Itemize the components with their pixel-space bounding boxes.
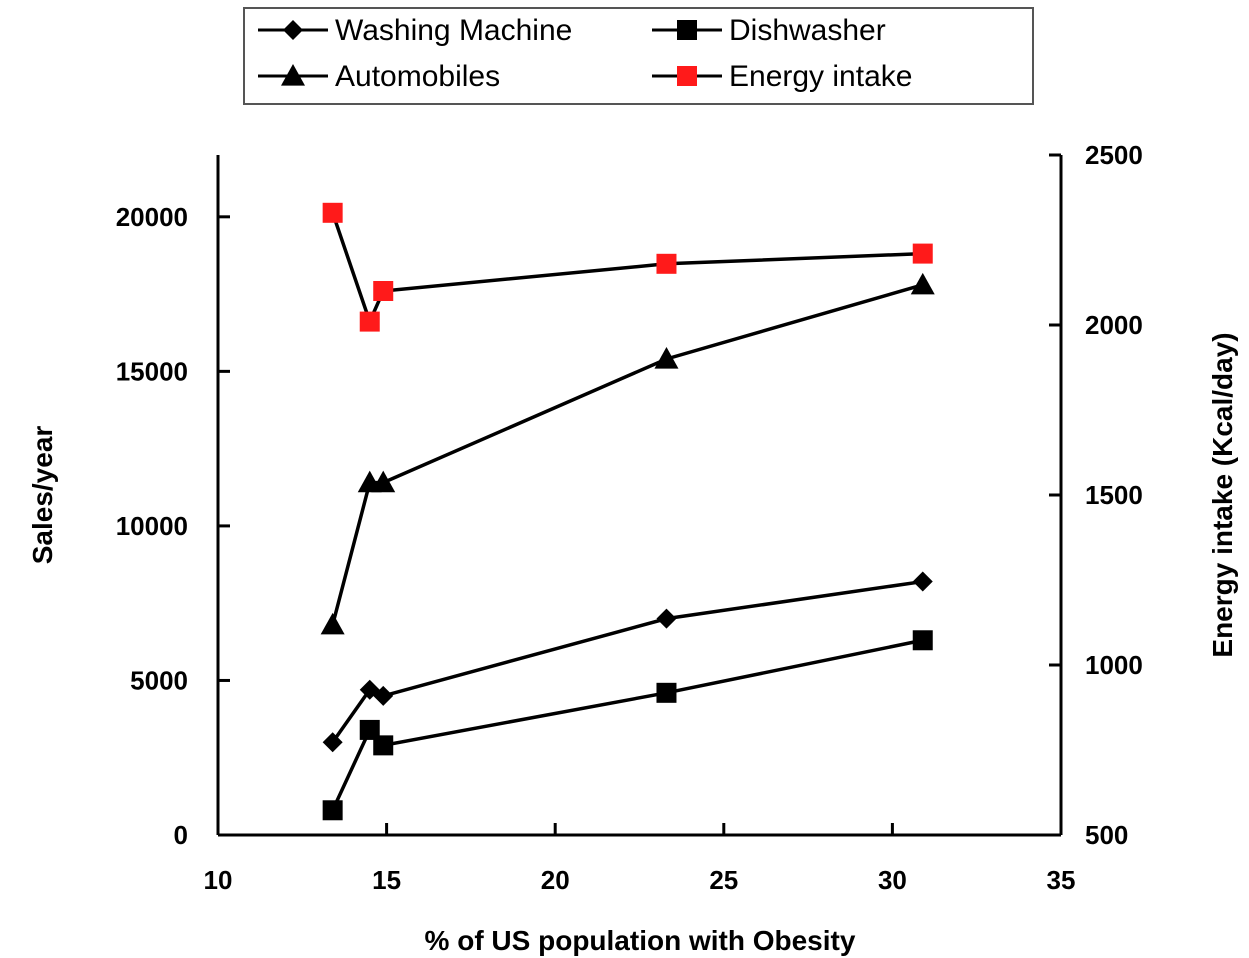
data-point <box>322 732 343 753</box>
data-point <box>322 800 343 821</box>
legend-label: Energy intake <box>729 60 912 93</box>
legend-label: Dishwasher <box>729 14 886 47</box>
x-tick-label: 30 <box>878 865 907 895</box>
x-tick-label: 35 <box>1047 865 1076 895</box>
data-point <box>373 685 394 706</box>
data-point <box>656 253 677 274</box>
data-point <box>656 608 677 629</box>
x-tick-label: 20 <box>541 865 570 895</box>
legend-label: Washing Machine <box>335 14 572 47</box>
y-tick-label: 15000 <box>116 356 188 386</box>
data-point <box>912 630 933 651</box>
series-dishwasher <box>322 630 933 821</box>
y2-tick-label: 500 <box>1085 820 1128 850</box>
legend-item: Washing Machine <box>258 14 572 47</box>
y-tick-label: 0 <box>174 820 188 850</box>
y2-tick-label: 1000 <box>1085 650 1143 680</box>
series-automobiles <box>320 272 935 635</box>
data-point <box>912 571 933 592</box>
data-point <box>656 682 677 703</box>
x-tick-label: 25 <box>709 865 738 895</box>
data-point <box>912 243 933 264</box>
y2-tick-label: 1500 <box>1085 480 1143 510</box>
axes: 10 15 20 25 30 35 0 5000 10000 15000 20000 500 1000 1… <box>116 140 1143 895</box>
series-energy-intake <box>322 202 933 332</box>
legend-item: Dishwasher <box>652 14 886 47</box>
x-axis-title: % of US population with Obesity <box>425 925 856 956</box>
legend: Washing Machine Dishwasher Automobiles Ener… <box>243 7 1034 105</box>
x-tick-label: 15 <box>372 865 401 895</box>
series-line <box>330 283 924 626</box>
data-point <box>371 470 396 493</box>
legend-item: Energy intake <box>652 60 912 93</box>
series-layer <box>320 202 935 821</box>
data-point <box>359 311 380 332</box>
data-point <box>320 612 345 635</box>
data-point <box>359 719 380 740</box>
series-line <box>330 212 923 327</box>
legend-marker <box>677 20 697 40</box>
legend-box <box>243 7 1034 105</box>
data-point <box>654 347 679 369</box>
series-line <box>331 579 923 744</box>
y-tick-label: 10000 <box>116 511 188 541</box>
y-tick-label: 20000 <box>116 202 188 232</box>
legend-label: Automobiles <box>335 60 500 93</box>
y2-axis-title: Energy intake (Kcal/day) <box>1207 332 1238 657</box>
legend-marker <box>283 20 303 40</box>
legend-marker <box>677 66 697 86</box>
series-washing-machine <box>322 571 933 753</box>
x-tick-label: 10 <box>204 865 233 895</box>
legend-marker <box>281 64 305 86</box>
series-line <box>331 638 924 812</box>
data-point <box>373 281 394 301</box>
data-point <box>373 735 394 756</box>
y2-tick-label: 2500 <box>1085 140 1143 170</box>
data-point <box>910 272 935 295</box>
y-tick-label: 5000 <box>130 665 188 695</box>
legend-item: Automobiles <box>258 60 500 93</box>
y-axis-title: Sales/year <box>27 426 58 565</box>
y2-tick-label: 2000 <box>1085 310 1143 340</box>
data-point <box>322 202 343 223</box>
